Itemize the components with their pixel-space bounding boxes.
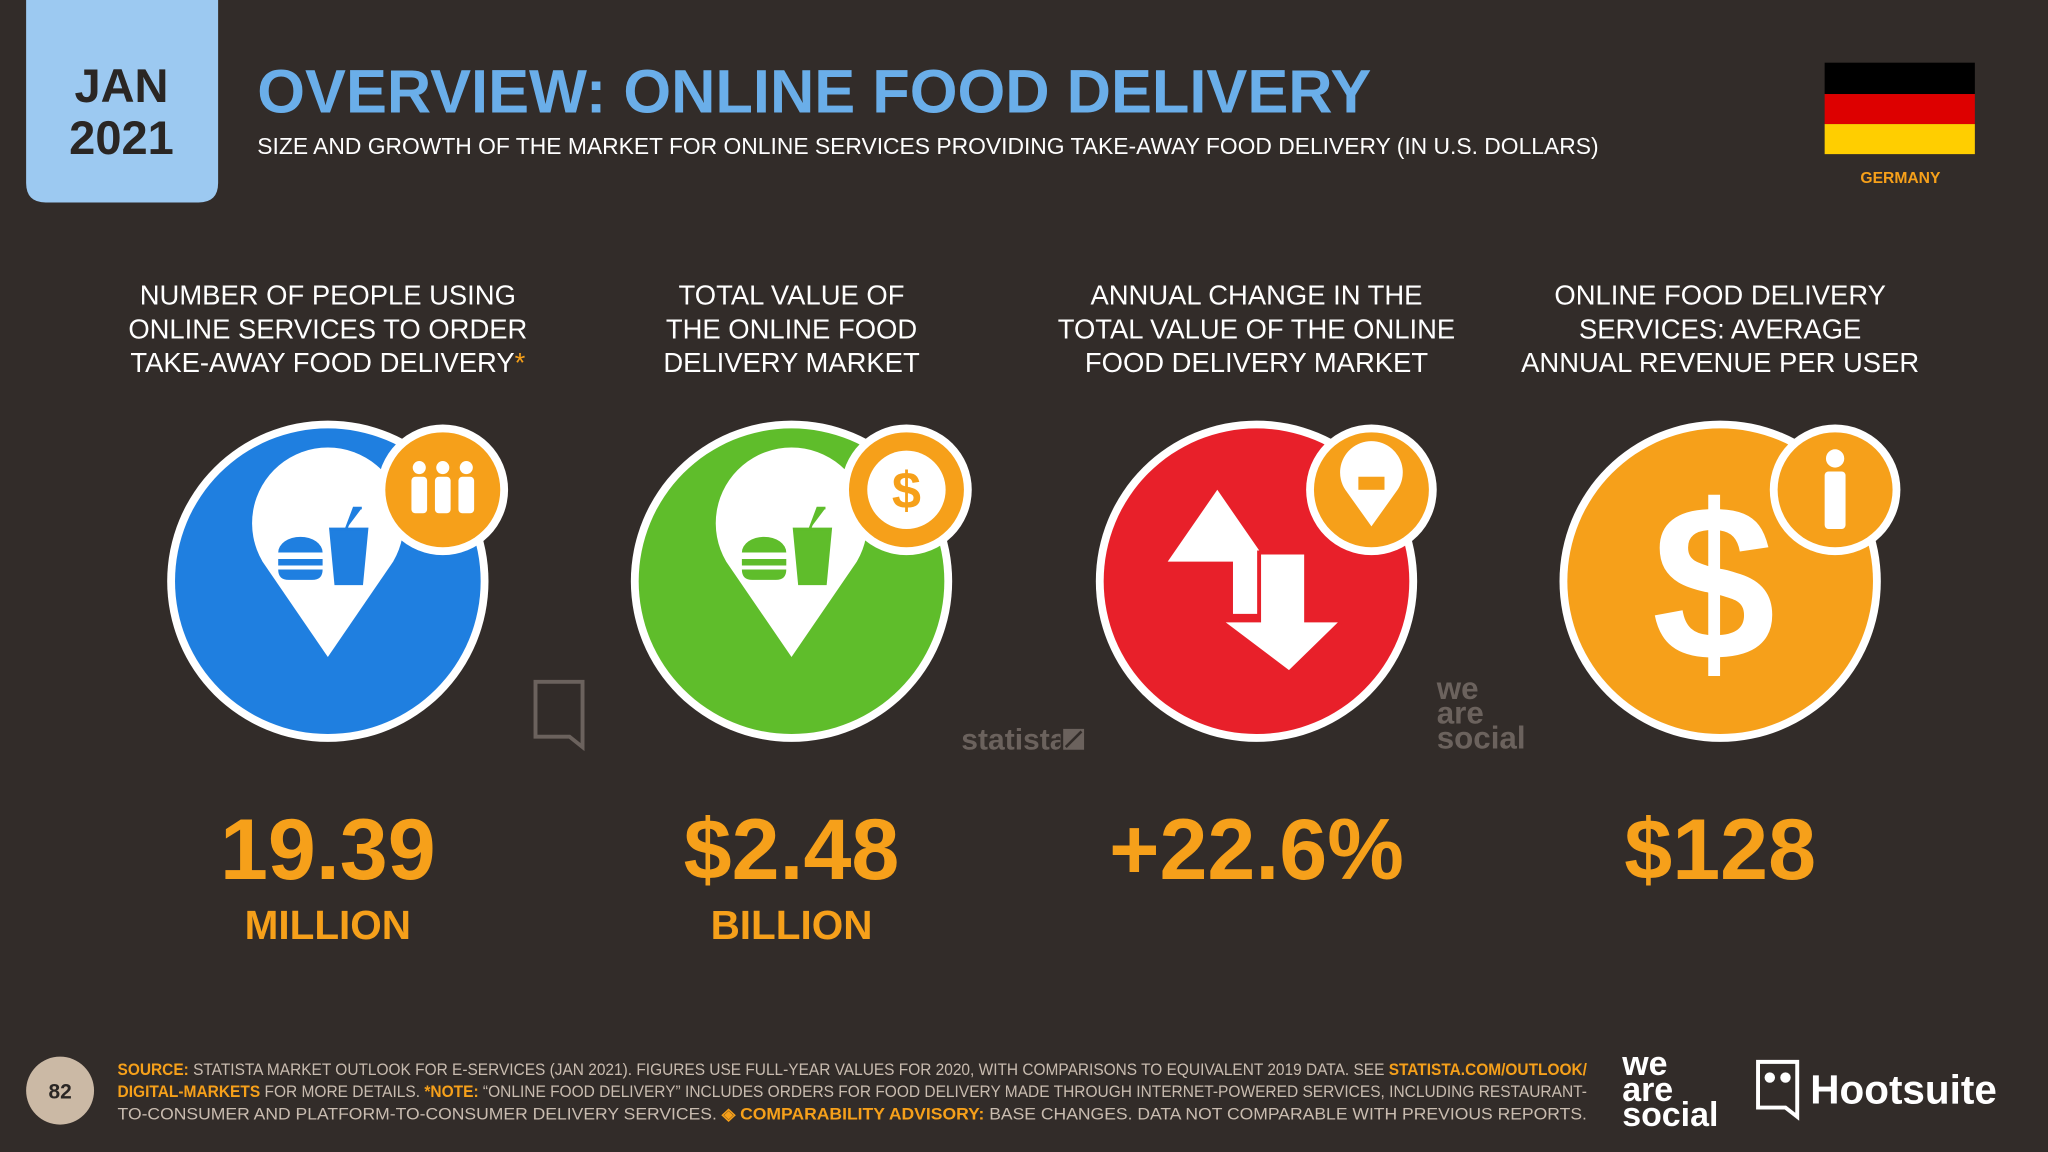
logo-owl-eye — [1764, 1072, 1776, 1083]
panel-value: +22.6% — [1109, 802, 1404, 898]
date-badge — [26, 0, 219, 203]
burger — [278, 536, 323, 580]
panel-label: TOTAL VALUE OF THE ONLINE — [1058, 313, 1455, 344]
logo-was: social — [1622, 1096, 1718, 1134]
pin — [252, 447, 404, 657]
panel-label: SERVICES: AVERAGE — [1579, 313, 1861, 344]
panel-label: DELIVERY MARKET — [663, 347, 920, 378]
badge-year: 2021 — [69, 111, 174, 164]
panel-label: ONLINE SERVICES TO ORDER — [128, 313, 527, 344]
footer-emphasis: *NOTE: — [424, 1083, 478, 1101]
footer-text: BASE CHANGES. DATA NOT COMPARABLE WITH P… — [984, 1105, 1587, 1123]
panel-label: FOOD DELIVERY MARKET — [1085, 347, 1428, 378]
watermark-was: social — [1437, 720, 1526, 755]
people-head — [459, 461, 473, 475]
panel-label: NUMBER OF PEOPLE USING — [140, 279, 516, 310]
footer-emphasis: STATISTA.COM/OUTLOOK/ — [1389, 1061, 1588, 1079]
footer-text: “ONLINE FOOD DELIVERY” INCLUDES ORDERS F… — [479, 1083, 1587, 1101]
pin — [715, 447, 868, 657]
logo-owl — [1756, 1059, 1800, 1121]
panel-unit: BILLION — [711, 902, 873, 948]
people-head — [436, 461, 450, 475]
flag-stripe — [1824, 124, 1975, 155]
logo-was: are — [1622, 1071, 1673, 1109]
page-circle — [26, 1056, 95, 1125]
footer-text: STATISTA MARKET OUTLOOK FOR E-SERVICES (… — [189, 1061, 1389, 1079]
panel-value: 19.39 — [220, 802, 436, 898]
footer-line: SOURCE: STATISTA MARKET OUTLOOK FOR E-SE… — [118, 1061, 1588, 1079]
watermark-owl — [533, 679, 585, 752]
page-number: 82 — [48, 1080, 71, 1103]
panel-label: ANNUAL REVENUE PER USER — [1521, 347, 1919, 378]
footer-line: DIGITAL-MARKETS FOR MORE DETAILS. *NOTE:… — [118, 1083, 1587, 1101]
panel-value: $2.48 — [684, 802, 900, 898]
arrow-up — [1167, 489, 1267, 614]
people-body — [434, 476, 451, 514]
burger — [741, 536, 787, 580]
watermark-was: are — [1437, 696, 1484, 731]
people-head — [412, 461, 426, 475]
country: GERMANY — [1860, 170, 1941, 187]
footer-line: TO-CONSUMER AND PLATFORM-TO-CONSUMER DEL… — [118, 1105, 1587, 1123]
people-body — [411, 476, 428, 514]
people-body — [458, 476, 475, 514]
panel-label: ONLINE FOOD DELIVERY — [1554, 279, 1886, 310]
badge-month: JAN — [74, 59, 168, 112]
logo-was: we — [1621, 1045, 1667, 1083]
badge-pin-food — [1358, 476, 1385, 490]
subtitle: SIZE AND GROWTH OF THE MARKET FOR ONLINE… — [257, 133, 1598, 159]
footer: SOURCE: STATISTA MARKET OUTLOOK FOR E-SE… — [118, 1061, 1588, 1123]
panel-label: TOTAL VALUE OF — [679, 279, 905, 310]
panel-label: ANNUAL CHANGE IN THE — [1090, 279, 1422, 310]
panel-value: $128 — [1624, 802, 1816, 898]
watermark-was: we — [1436, 671, 1479, 706]
logo-owl-eye — [1780, 1072, 1791, 1083]
panel-label: TAKE-AWAY FOOD DELIVERY* — [130, 347, 525, 378]
label-marker: * — [515, 347, 526, 378]
drink — [329, 506, 369, 586]
footer-emphasis: SOURCE: — [118, 1061, 189, 1079]
watermark-statista: statista — [961, 724, 1066, 757]
title: OVERVIEW: ONLINE FOOD DELIVERY — [257, 57, 1371, 126]
watermark-statista-icon — [1060, 726, 1087, 753]
footer-emphasis: DIGITAL-MARKETS — [118, 1083, 261, 1101]
logo-hootsuite: Hootsuite — [1810, 1067, 1997, 1113]
dollar-icon: $ — [1652, 460, 1775, 708]
coin-symbol: $ — [892, 462, 921, 520]
footer-text: TO-CONSUMER AND PLATFORM-TO-CONSUMER DEL… — [118, 1105, 722, 1123]
footer-text: FOR MORE DETAILS. — [260, 1083, 424, 1101]
person-head — [1825, 449, 1845, 468]
flag-stripe — [1824, 62, 1975, 95]
flag-stripe — [1824, 94, 1975, 125]
panel-unit: MILLION — [245, 902, 411, 948]
panel-label: THE ONLINE FOOD — [666, 313, 917, 344]
drink — [792, 506, 833, 586]
person-body — [1824, 471, 1846, 529]
footer-emphasis: ◈ COMPARABILITY ADVISORY: — [721, 1105, 985, 1123]
coin — [867, 450, 946, 529]
arrow-down — [1214, 550, 1348, 676]
